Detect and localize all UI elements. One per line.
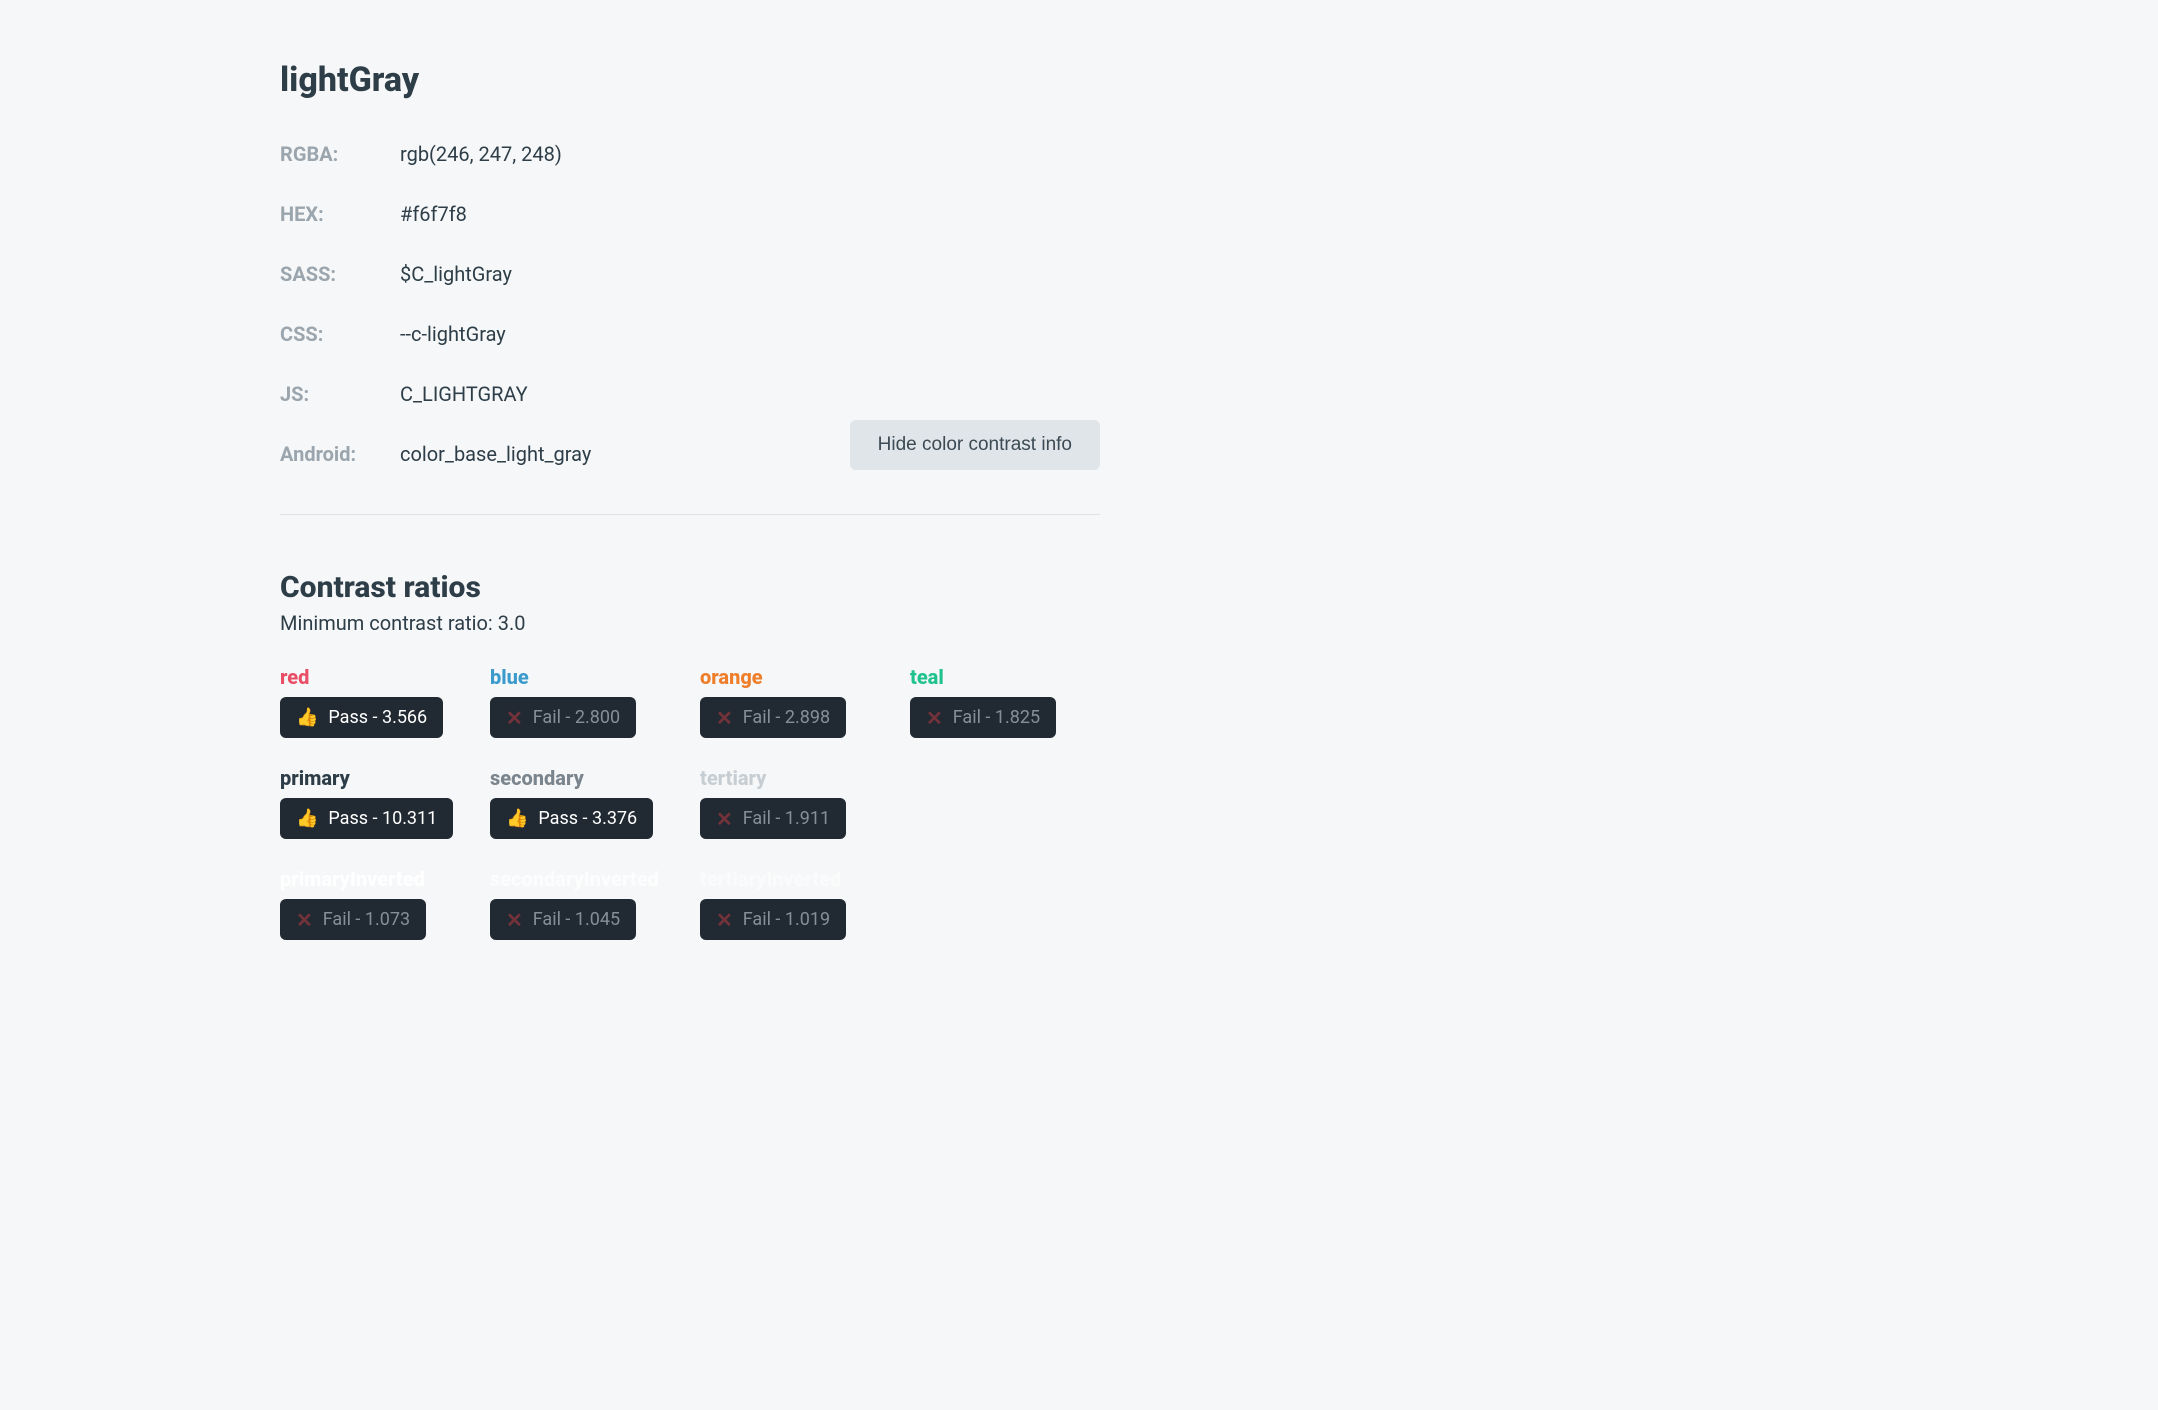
x-icon: ✕	[716, 910, 733, 930]
x-icon: ✕	[506, 708, 523, 728]
ratio-badge-text: Fail - 2.898	[743, 707, 830, 728]
ratio-badge-fail: ✕ Fail - 1.073	[280, 899, 426, 940]
ratio-badge-fail: ✕ Fail - 2.800	[490, 697, 636, 738]
contrast-section-subtitle: Minimum contrast ratio: 3.0	[280, 611, 1100, 635]
ratio-item: tertiary ✕ Fail - 1.911	[700, 766, 890, 839]
x-icon: ✕	[926, 708, 943, 728]
ratio-badge-fail: ✕ Fail - 1.045	[490, 899, 636, 940]
ratio-name: teal	[910, 665, 944, 689]
thumbs-up-icon: 👍	[296, 810, 318, 828]
prop-label-sass: SASS:	[280, 262, 400, 286]
color-detail-container: lightGray RGBA: rgb(246, 247, 248) HEX: …	[280, 60, 1100, 940]
ratio-item: red 👍 Pass - 3.566	[280, 665, 470, 738]
ratio-name: orange	[700, 665, 763, 689]
page-title: lightGray	[280, 60, 1100, 100]
ratio-badge-pass: 👍 Pass - 3.376	[490, 798, 653, 839]
properties-table: RGBA: rgb(246, 247, 248) HEX: #f6f7f8 SA…	[280, 142, 1100, 466]
x-icon: ✕	[716, 809, 733, 829]
ratio-name: red	[280, 665, 309, 689]
x-icon: ✕	[296, 910, 313, 930]
ratio-item: tertiaryInverted ✕ Fail - 1.019	[700, 867, 890, 940]
ratio-item: secondary 👍 Pass - 3.376	[490, 766, 680, 839]
ratio-item: teal ✕ Fail - 1.825	[910, 665, 1100, 738]
ratio-badge-text: Fail - 2.800	[533, 707, 620, 728]
ratio-badge-fail: ✕ Fail - 2.898	[700, 697, 846, 738]
ratio-badge-fail: ✕ Fail - 1.019	[700, 899, 846, 940]
ratio-name: secondary	[490, 766, 584, 790]
x-icon: ✕	[506, 910, 523, 930]
ratio-item: secondaryInverted ✕ Fail - 1.045	[490, 867, 680, 940]
prop-label-hex: HEX:	[280, 202, 400, 226]
x-icon: ✕	[716, 708, 733, 728]
prop-label-css: CSS:	[280, 322, 400, 346]
ratio-name: secondaryInverted	[490, 867, 659, 891]
section-divider	[280, 514, 1100, 515]
ratio-badge-text: Fail - 1.825	[953, 707, 1040, 728]
prop-value-js: C_LIGHTGRAY	[400, 382, 1100, 406]
ratio-badge-text: Fail - 1.019	[743, 909, 830, 930]
contrast-section-title: Contrast ratios	[280, 570, 1100, 605]
ratio-name: tertiaryInverted	[700, 867, 841, 891]
ratio-badge-fail: ✕ Fail - 1.825	[910, 697, 1056, 738]
prop-value-rgba: rgb(246, 247, 248)	[400, 142, 1100, 166]
ratio-badge-text: Fail - 1.073	[323, 909, 410, 930]
ratio-name: blue	[490, 665, 529, 689]
prop-label-js: JS:	[280, 382, 400, 406]
ratio-badge-text: Fail - 1.045	[533, 909, 620, 930]
prop-label-rgba: RGBA:	[280, 142, 400, 166]
ratio-name: tertiary	[700, 766, 766, 790]
prop-value-css: --c-lightGray	[400, 322, 1100, 346]
contrast-ratio-grid: red 👍 Pass - 3.566 blue ✕ Fail - 2.800 orange ✕…	[280, 665, 1100, 940]
ratio-name: primaryInverted	[280, 867, 425, 891]
hide-contrast-button[interactable]: Hide color contrast info	[850, 420, 1100, 470]
ratio-badge-text: Pass - 10.311	[328, 808, 437, 829]
hide-button-wrap: Hide color contrast info	[850, 420, 1100, 470]
ratio-badge-text: Pass - 3.376	[538, 808, 637, 829]
ratio-name: primary	[280, 766, 350, 790]
ratio-item: blue ✕ Fail - 2.800	[490, 665, 680, 738]
ratio-item: primaryInverted ✕ Fail - 1.073	[280, 867, 470, 940]
prop-value-sass: $C_lightGray	[400, 262, 1100, 286]
ratio-badge-pass: 👍 Pass - 3.566	[280, 697, 443, 738]
thumbs-up-icon: 👍	[506, 810, 528, 828]
ratio-badge-pass: 👍 Pass - 10.311	[280, 798, 453, 839]
ratio-item: primary 👍 Pass - 10.311	[280, 766, 470, 839]
prop-label-android: Android:	[280, 442, 400, 466]
ratio-item: orange ✕ Fail - 2.898	[700, 665, 890, 738]
prop-value-hex: #f6f7f8	[400, 202, 1100, 226]
ratio-badge-text: Pass - 3.566	[328, 707, 427, 728]
ratio-badge-text: Fail - 1.911	[743, 808, 830, 829]
ratio-spacer	[910, 766, 1100, 839]
thumbs-up-icon: 👍	[296, 709, 318, 727]
ratio-badge-fail: ✕ Fail - 1.911	[700, 798, 846, 839]
